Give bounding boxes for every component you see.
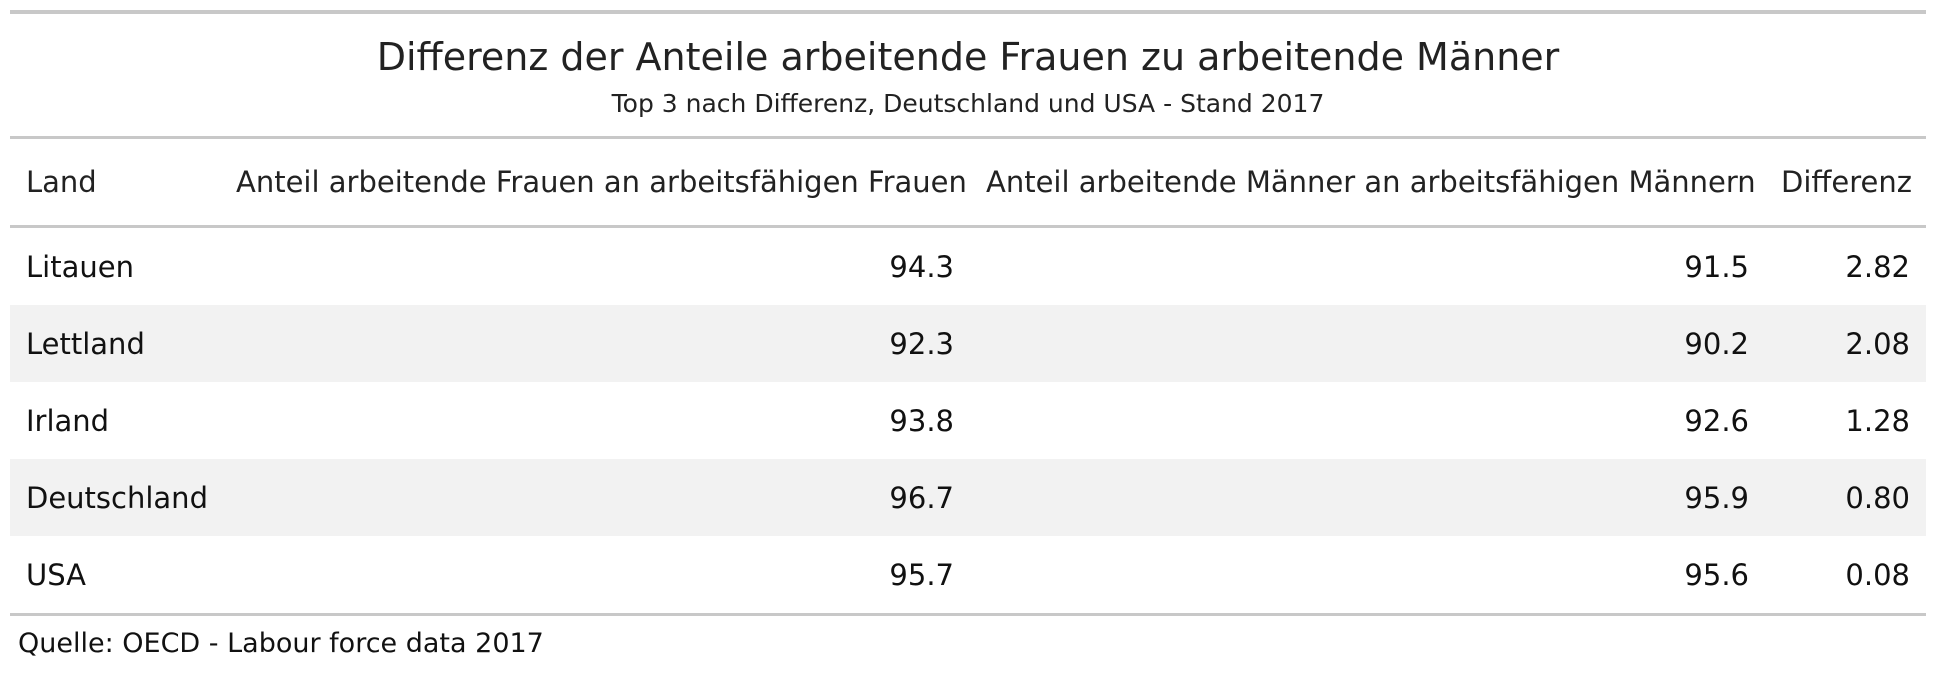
cell-land: Deutschland: [26, 480, 208, 515]
table-row: Irland 93.8 92.6 1.28: [10, 382, 1926, 459]
cell-men: 95.9: [1684, 480, 1749, 515]
chart-subtitle: Top 3 nach Differenz, Deutschland und US…: [611, 89, 1325, 118]
source-note: Quelle: OECD - Labour force data 2017: [18, 628, 544, 659]
bottom-rule: [10, 613, 1926, 616]
table-row: USA 95.7 95.6 0.08: [10, 536, 1926, 613]
column-header-women: Anteil arbeitende Frauen an arbeitsfähig…: [220, 139, 970, 228]
column-header-men: Anteil arbeitende Männer an arbeitsfähig…: [970, 139, 1765, 228]
table-row: Deutschland 96.7 95.9 0.80: [10, 459, 1926, 536]
cell-women: 95.7: [889, 557, 954, 592]
data-table: Land Anteil arbeitende Frauen an arbeits…: [10, 139, 1926, 613]
cell-women: 93.8: [889, 403, 954, 438]
cell-women: 94.3: [889, 249, 954, 284]
cell-difference: 0.80: [1845, 480, 1910, 515]
cell-difference: 2.08: [1845, 326, 1910, 361]
cell-men: 90.2: [1684, 326, 1749, 361]
cell-men: 91.5: [1684, 249, 1749, 284]
cell-difference: 1.28: [1845, 403, 1910, 438]
cell-men: 92.6: [1684, 403, 1749, 438]
table-figure: Differenz der Anteile arbeitende Frauen …: [10, 10, 1926, 662]
header-rule: [10, 136, 1926, 139]
chart-title: Differenz der Anteile arbeitende Frauen …: [376, 35, 1560, 79]
cell-difference: 0.08: [1845, 557, 1910, 592]
column-header-land: Land: [10, 139, 220, 228]
cell-land: Lettland: [26, 326, 145, 361]
cell-land: Irland: [26, 403, 110, 438]
cell-land: USA: [26, 557, 87, 592]
cell-women: 92.3: [889, 326, 954, 361]
table-row: Litauen 94.3 91.5 2.82: [10, 227, 1926, 306]
cell-land: Litauen: [26, 249, 134, 284]
cell-men: 95.6: [1684, 557, 1749, 592]
table-row: Lettland 92.3 90.2 2.08: [10, 305, 1926, 382]
top-rule: [10, 10, 1926, 14]
column-header-difference: Differenz: [1765, 139, 1926, 228]
table-header-row: Land Anteil arbeitende Frauen an arbeits…: [10, 139, 1926, 228]
cell-difference: 2.82: [1845, 249, 1910, 284]
cell-women: 96.7: [889, 480, 954, 515]
